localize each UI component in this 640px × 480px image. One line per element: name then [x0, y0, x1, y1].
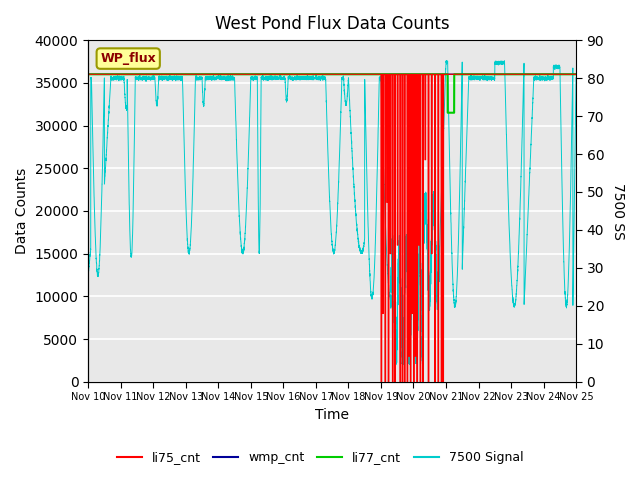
Legend: li75_cnt, wmp_cnt, li77_cnt, 7500 Signal: li75_cnt, wmp_cnt, li77_cnt, 7500 Signal — [112, 446, 528, 469]
Title: West Pond Flux Data Counts: West Pond Flux Data Counts — [215, 15, 449, 33]
Text: WP_flux: WP_flux — [100, 52, 156, 65]
Y-axis label: 7500 SS: 7500 SS — [611, 182, 625, 240]
X-axis label: Time: Time — [315, 408, 349, 422]
Y-axis label: Data Counts: Data Counts — [15, 168, 29, 254]
